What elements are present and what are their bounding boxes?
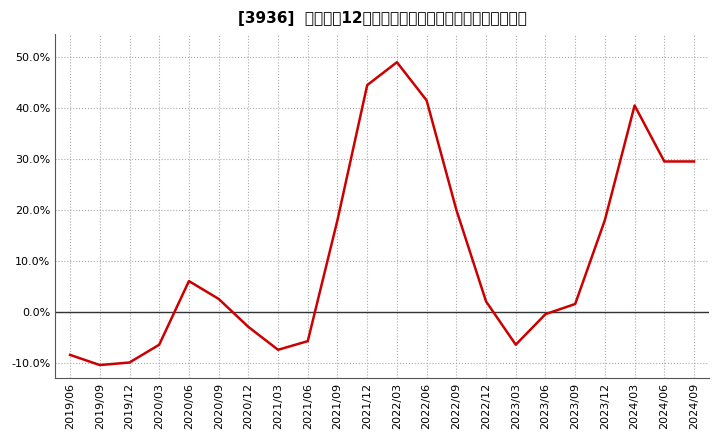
Title: [3936]  売上高の12か月移動合計の対前年同期増減率の推移: [3936] 売上高の12か月移動合計の対前年同期増減率の推移 [238,11,526,26]
